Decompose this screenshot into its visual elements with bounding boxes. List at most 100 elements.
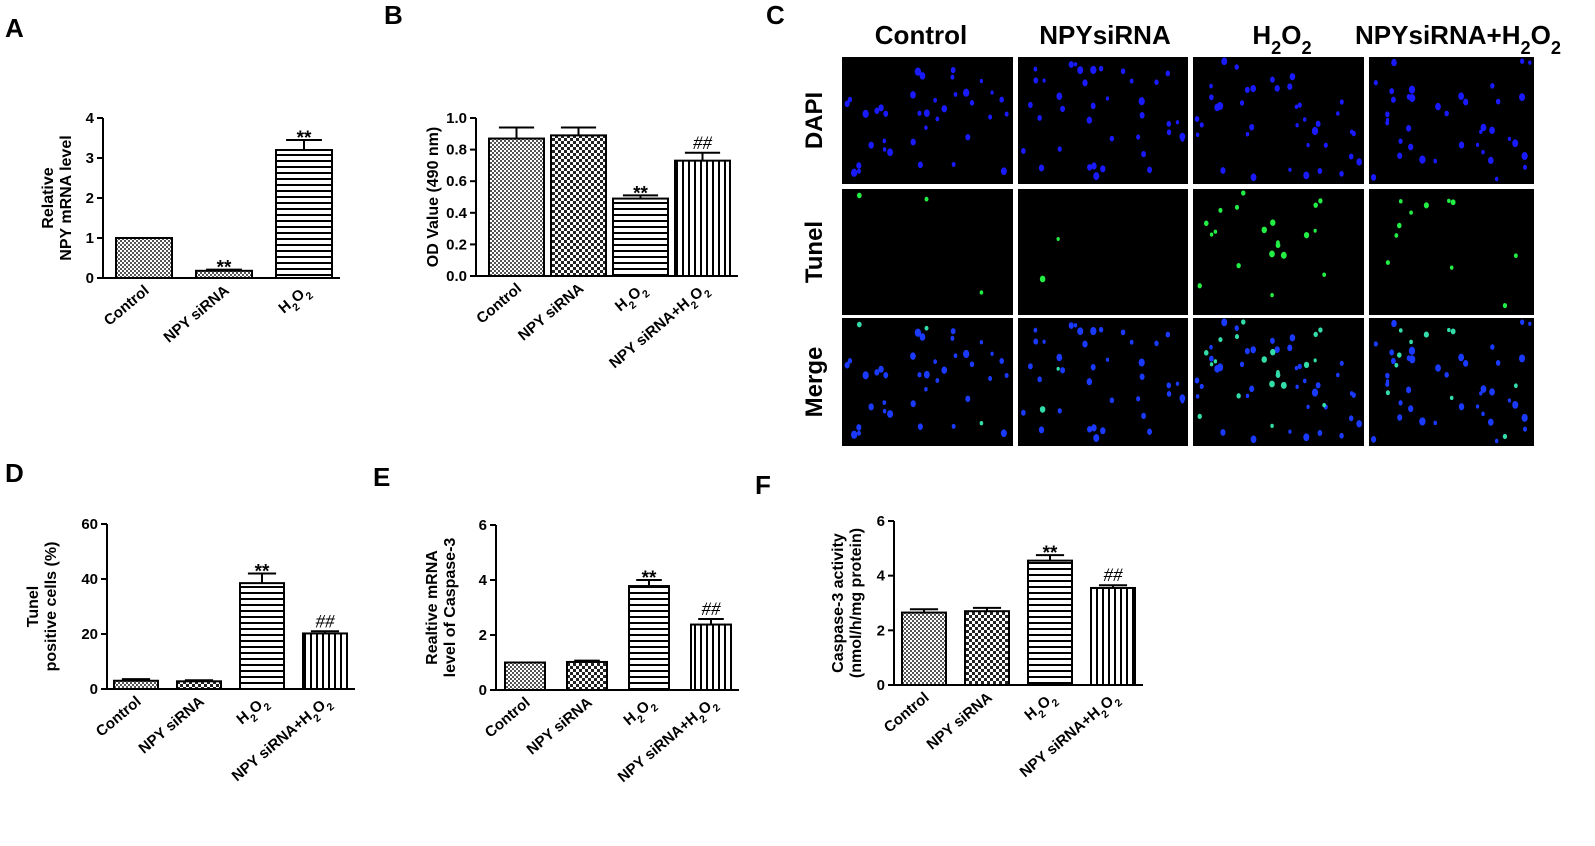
nucleus-dot (1033, 338, 1039, 345)
nucleus-dot (979, 340, 984, 345)
micrograph-image (1018, 318, 1188, 446)
nucleus-dot (914, 67, 922, 76)
significance-marker: ** (642, 568, 657, 589)
tunel-dot (1449, 395, 1454, 401)
nucleus-dot (950, 328, 956, 335)
column-header: Control (875, 20, 967, 50)
tunel-dot (1303, 361, 1310, 369)
nucleus-dot (1165, 331, 1171, 338)
x-tick-label: H2O2 (233, 693, 273, 732)
tunel-dot (1280, 251, 1287, 259)
tunel-dot (1385, 390, 1390, 396)
nucleus-dot (1239, 361, 1245, 368)
micrograph-image (1193, 189, 1364, 315)
significance-marker: ## (316, 611, 336, 632)
bar (176, 680, 222, 690)
nucleus-dot (1389, 349, 1395, 356)
nucleus-dot (950, 66, 956, 74)
nucleus-dot (1373, 341, 1378, 347)
nucleus-dot (1528, 321, 1532, 326)
column-header: NPYsiRNA (1039, 20, 1171, 50)
nucleus-dot (1086, 116, 1093, 124)
x-tick-label: H2O2 (1021, 689, 1061, 728)
nucleus-dot (1370, 174, 1377, 181)
micrograph-image (1193, 318, 1364, 446)
tunel-dot (1197, 413, 1202, 419)
micrograph-image (842, 318, 1013, 446)
tunel-dot (1209, 232, 1214, 237)
nucleus-dot (910, 400, 916, 408)
y-axis-label: Realtive mRNA (424, 550, 441, 665)
nucleus-dot (1356, 158, 1362, 166)
nucleus-dot (1077, 327, 1084, 336)
nucleus-dot (963, 88, 970, 97)
micrograph-image (842, 57, 1013, 184)
nucleus-dot (1274, 346, 1280, 353)
nucleus-dot (1391, 96, 1396, 103)
nucleus-dot (851, 430, 858, 439)
nucleus-dot (933, 97, 938, 103)
nucleus-dot (1433, 158, 1437, 164)
nucleus-dot (1060, 105, 1066, 112)
x-tick-label: H2O2 (275, 282, 315, 321)
nucleus-dot (1216, 363, 1224, 372)
nucleus-dot (1315, 120, 1321, 127)
x-tick-label: Control (482, 694, 534, 741)
tunel-dot (1318, 198, 1323, 204)
nucleus-dot (1093, 434, 1100, 442)
tunel-dot (1261, 226, 1267, 234)
nucleus-dot (1398, 400, 1403, 406)
nucleus-dot (1220, 429, 1226, 436)
nucleus-dot (1385, 111, 1390, 118)
micrograph-image (1369, 318, 1534, 446)
x-tick-label: Control (101, 282, 153, 329)
nucleus-dot (1090, 65, 1097, 75)
nucleus-dot (856, 168, 861, 174)
nucleus-dot (1166, 391, 1172, 397)
nucleus-dot (1139, 112, 1145, 119)
nucleus-dot (1495, 360, 1501, 366)
tunel-dot (1056, 366, 1060, 371)
nucleus-dot (1317, 168, 1323, 175)
nucleus-dot (933, 359, 938, 365)
nucleus-dot (1507, 136, 1512, 141)
nucleus-dot (941, 105, 948, 113)
nucleus-dot (919, 333, 926, 341)
nucleus-dot (1056, 92, 1063, 100)
nucleus-dot (999, 358, 1004, 364)
nucleus-dot (1068, 61, 1074, 68)
nucleus-dot (1409, 355, 1416, 364)
tunel-dot (1313, 228, 1317, 233)
y-axis-label: (nmol/h/mg protein) (848, 528, 865, 678)
nucleus-dot (1389, 88, 1395, 95)
nucleus-dot (1339, 360, 1344, 366)
nucleus-dot (1408, 346, 1416, 355)
nucleus-dot (1234, 325, 1239, 331)
nucleus-dot (1274, 84, 1280, 92)
x-tick-label: Control (473, 280, 525, 327)
x-tick-label: Control (93, 693, 145, 740)
nucleus-dot (1166, 120, 1172, 127)
nucleus-dot (1521, 152, 1528, 161)
nucleus-dot (1458, 141, 1465, 149)
y-tick-label: 2 (86, 190, 94, 207)
nucleus-dot (1475, 404, 1480, 409)
nucleus-dot (1444, 110, 1449, 117)
tunel-dot (1236, 262, 1241, 269)
nucleus-dot (1303, 171, 1310, 180)
tunel-dot (1270, 219, 1276, 226)
nucleus-dot (1311, 126, 1319, 136)
nucleus-dot (1349, 129, 1354, 135)
nucleus-dot (1339, 170, 1344, 177)
tunel-dot (1513, 383, 1518, 389)
nucleus-dot (1087, 164, 1093, 171)
tunel-dot (1398, 199, 1403, 204)
y-tick-label: 40 (81, 571, 98, 588)
nucleus-dot (1250, 346, 1257, 354)
nucleus-dot (1306, 143, 1310, 148)
tunel-dot (1241, 190, 1246, 196)
row-label: Merge (801, 347, 828, 418)
nucleus-dot (1289, 334, 1296, 342)
nucleus-dot (1175, 120, 1180, 125)
y-tick-label: 6 (877, 513, 885, 530)
